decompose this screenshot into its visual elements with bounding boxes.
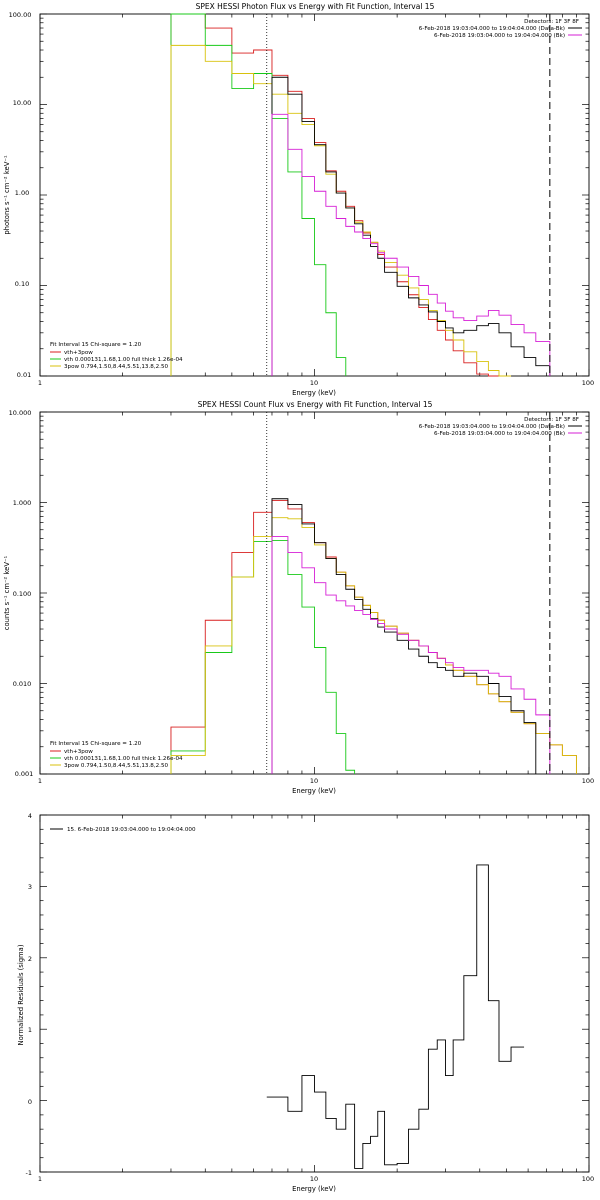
count-ytick-label-0.001: 0.001 xyxy=(15,770,34,778)
count-ytick-label-0.1: 0.100 xyxy=(13,590,32,598)
count-ytick-label-0.01: 0.010 xyxy=(13,680,32,688)
count-x-axis-label: Energy (keV) xyxy=(292,787,336,795)
series-data-bk-line xyxy=(271,498,537,774)
count-legend-vth-label: vth 0.000131,1.68,1.00 full thick 1.26e-… xyxy=(64,756,183,762)
series-bk-line xyxy=(271,536,551,774)
residuals-ytick-label-1: 1 xyxy=(28,1026,32,1034)
photon-chart-title: SPEX HESSI Photon Flux vs Energy with Fi… xyxy=(196,2,435,11)
count-y-axis-label: counts s⁻¹ cm⁻² keV⁻¹ xyxy=(3,555,11,630)
residuals-legend-label: 15. 6-Feb-2018 19:03:04.000 to 19:04:04.… xyxy=(67,827,196,833)
photon-legend-3pow-label: 3pow 0.794,1.50,8.44,5.51,13.8,2.50 xyxy=(64,364,169,370)
series-3pow-line xyxy=(170,44,512,377)
count-ytick-label-10: 10.000 xyxy=(9,409,32,417)
residuals-ytick-label-0: 0 xyxy=(28,1098,32,1106)
series-data-bk-line xyxy=(271,76,551,376)
count-legend-3pow-label: 3pow 0.794,1.50,8.44,5.51,13.8,2.50 xyxy=(64,763,169,769)
residuals-x-axis-label: Energy (keV) xyxy=(292,1185,336,1193)
count-plot-frame xyxy=(39,411,590,775)
series-vth-line xyxy=(170,13,347,376)
photon-series-group xyxy=(170,13,551,377)
photon-legend-vth-label: vth 0.000131,1.68,1.00 full thick 1.26e-… xyxy=(64,357,183,363)
count-energy-markers xyxy=(266,412,551,774)
photon-ytick-label-100: 100.00 xyxy=(9,11,32,19)
photon-ytick-label-0.01: 0.01 xyxy=(17,371,31,379)
photon-ytick-label-1: 1.00 xyxy=(15,189,29,197)
photon-energy-markers xyxy=(266,14,551,376)
photon-legend-total-label: vth+3pow xyxy=(64,350,93,356)
residuals-ytick-label-3: 3 xyxy=(28,883,32,891)
count-axis-ticks xyxy=(39,411,590,775)
count-legend-bk-label: 6-Feb-2018 19:03:04.000 to 19:04:04.000 … xyxy=(434,431,565,437)
residuals-ytick-label-minus1: -1 xyxy=(26,1169,32,1177)
residuals-ytick-label-2: 2 xyxy=(28,955,32,963)
photon-detectors-label: Detectors: 1F 3F 8F xyxy=(524,19,579,25)
series-15-6-feb-2018-19-03-04-000-to-19-04-04-000-line xyxy=(266,864,525,1169)
count-xtick-label-10: 10 xyxy=(310,777,318,785)
photon-ytick-label-0.1: 0.10 xyxy=(15,280,29,288)
count-series-group xyxy=(170,498,577,774)
count-ytick-label-1: 1.000 xyxy=(13,499,32,507)
series-total-line xyxy=(170,13,499,377)
photon-x-axis-label: Energy (keV) xyxy=(292,389,336,397)
count-chart-title: SPEX HESSI Count Flux vs Energy with Fit… xyxy=(198,400,433,409)
count-xtick-label-1: 1 xyxy=(38,777,42,785)
photon-legend-bk-label: 6-Feb-2018 19:03:04.000 to 19:04:04.000 … xyxy=(434,33,565,39)
series-bk-line xyxy=(271,113,551,376)
residuals-ytick-label-4: 4 xyxy=(28,812,32,820)
series-vth-line xyxy=(170,540,356,774)
photon-plot-frame xyxy=(39,13,590,377)
count-fit-info: Fit Interval 15 Chi-square = 1.20 xyxy=(50,741,142,747)
residuals-panel: 4 3 2 1 0 -1 1 10 100 Energy (keV) Norma… xyxy=(17,812,594,1193)
residuals-plot-frame xyxy=(39,814,590,1173)
count-legend-total-label: vth+3pow xyxy=(64,749,93,755)
residuals-series-group xyxy=(266,864,525,1169)
residuals-xtick-label-100: 100 xyxy=(582,1175,594,1183)
residuals-axis-ticks xyxy=(39,814,590,1173)
count-legend-data-label: 6-Feb-2018 19:03:04.000 to 19:04:04.000 … xyxy=(419,424,565,430)
photon-xtick-label-10: 10 xyxy=(310,379,318,387)
photon-xtick-label-100: 100 xyxy=(582,379,594,387)
photon-ytick-label-10: 10.00 xyxy=(13,99,32,107)
count-flux-panel: SPEX HESSI Count Flux vs Energy with Fit… xyxy=(3,400,594,795)
residuals-y-axis-label: Normalized Residuals (sigma) xyxy=(17,944,25,1045)
photon-legend-data-label: 6-Feb-2018 19:03:04.000 to 19:04:04.000 … xyxy=(419,26,565,32)
photon-axis-ticks xyxy=(39,13,590,377)
photon-xtick-label-1: 1 xyxy=(38,379,42,387)
photon-y-axis-label: photons s⁻¹ cm⁻² keV⁻¹ xyxy=(3,155,11,235)
residuals-xtick-label-10: 10 xyxy=(310,1175,318,1183)
count-xtick-label-100: 100 xyxy=(582,777,594,785)
count-detectors-label: Detectors: 1F 3F 8F xyxy=(524,417,579,423)
photon-flux-panel: SPEX HESSI Photon Flux vs Energy with Fi… xyxy=(3,2,594,397)
photon-fit-info: Fit Interval 15 Chi-square = 1.20 xyxy=(50,342,142,348)
residuals-xtick-label-1: 1 xyxy=(38,1175,42,1183)
